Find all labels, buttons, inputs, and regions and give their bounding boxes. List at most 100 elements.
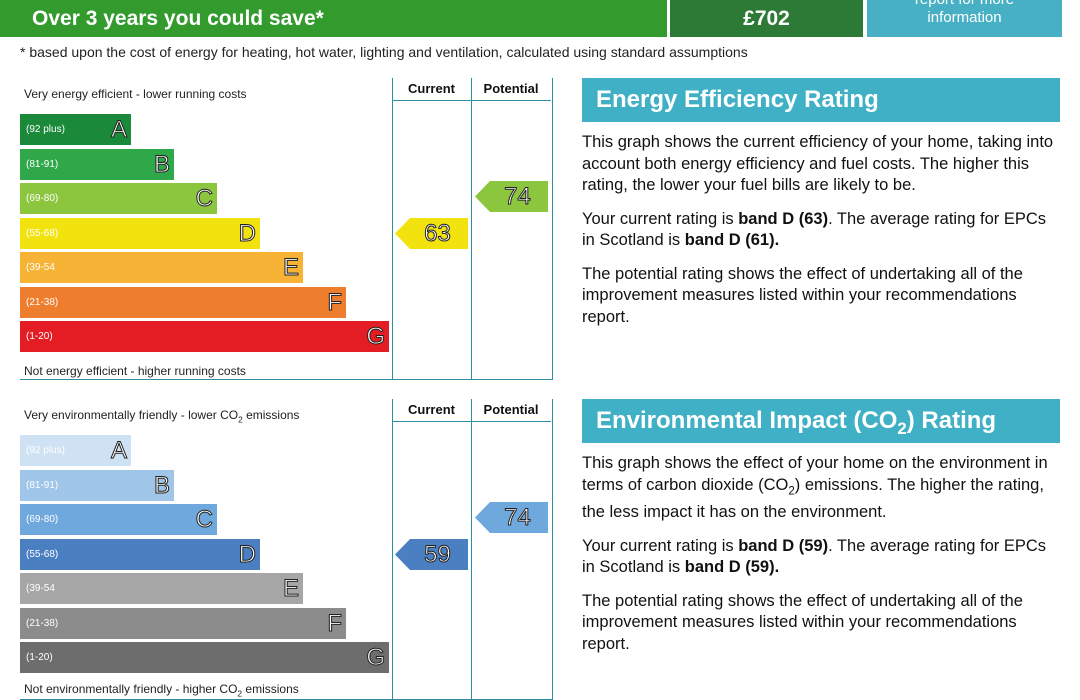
paragraph: The potential rating shows the effect of… xyxy=(582,591,1060,656)
text-segment: This graph shows the effect of your home… xyxy=(582,454,1048,494)
section-heading: Environmental Impact (CO2) Rating xyxy=(582,399,1060,443)
text-segment: 2 xyxy=(897,418,907,438)
text-segment: Environmental Impact (CO xyxy=(596,407,898,434)
text-segment: This graph shows the current efficiency … xyxy=(582,133,1054,194)
column-line xyxy=(471,399,472,699)
band-letter: A xyxy=(110,437,127,465)
column-line xyxy=(392,78,393,379)
rating-description: Energy Efficiency Rating This graph shows… xyxy=(582,78,1060,340)
text-segment: The potential rating shows the effect of… xyxy=(582,264,1023,326)
rating-band: (55-68) D xyxy=(20,538,260,570)
rating-band: (55-68) D xyxy=(20,217,260,249)
band-letter: G xyxy=(366,323,386,351)
text-segment: Your current rating is xyxy=(582,536,739,555)
text-segment: band D (61). xyxy=(684,231,780,249)
column-header: Current xyxy=(392,78,471,101)
text-segment: ) emissions. The higher the rating, the … xyxy=(582,475,1044,522)
column-line xyxy=(471,78,472,379)
column-header: Current xyxy=(392,399,471,422)
text-segment: band D (59) xyxy=(738,536,829,555)
more-info-box[interactable]: report for more information xyxy=(867,0,1062,37)
bottom-label: Not environmentally friendly - higher CO… xyxy=(24,682,299,698)
band-letter: B xyxy=(153,471,170,499)
description-body: This graph shows the current efficiency … xyxy=(582,122,1060,328)
top-label: Very environmentally friendly - lower CO… xyxy=(24,408,299,424)
paragraph: Your current rating is band D (59). The … xyxy=(582,536,1060,579)
band-range: (39-54 xyxy=(26,583,55,594)
rating-arrow xyxy=(395,538,468,570)
text-segment: emissions xyxy=(242,408,300,422)
rating-band: (69-80) C xyxy=(20,504,217,535)
rating-band: (21-38) F xyxy=(20,607,346,639)
band-letter: C xyxy=(195,506,213,534)
text-segment: The potential rating shows the effect of… xyxy=(582,591,1023,653)
column-header: Potential xyxy=(471,78,551,101)
text-segment: Very environmentally friendly - lower CO xyxy=(24,408,239,422)
arrow-shape xyxy=(475,502,548,533)
band-range: (92 plus) xyxy=(26,445,65,456)
rating-band: (69-80) C xyxy=(20,183,217,214)
text-segment: . The average rating for EPCs in Scotlan… xyxy=(582,536,1047,577)
band-letter: C xyxy=(195,185,213,213)
band-letter: A xyxy=(110,116,127,144)
band-range: (81-91) xyxy=(26,158,59,170)
text-segment: emissions xyxy=(242,681,299,696)
text-segment: 2 xyxy=(238,414,243,425)
section-heading: Energy Efficiency Rating xyxy=(582,78,1060,122)
rating-arrow xyxy=(395,217,468,249)
band-letter: F xyxy=(327,609,343,637)
text-segment: ) Rating xyxy=(906,407,997,434)
rating-value: 63 xyxy=(424,219,452,247)
arrow-shape xyxy=(475,181,548,212)
rating-band: (39-54 E xyxy=(20,252,303,283)
text-segment: Not energy efficient - higher running co… xyxy=(24,364,246,378)
top-label: Very energy efficient - lower running co… xyxy=(24,87,247,101)
band-range: (69-80) xyxy=(26,514,59,525)
rating-band: (1-20) G xyxy=(20,642,389,673)
rating-value: 59 xyxy=(424,540,452,568)
band-letter: B xyxy=(153,150,170,178)
band-range: (81-91) xyxy=(26,479,59,491)
paragraph: Your current rating is band D (63). The … xyxy=(582,209,1060,252)
rating-value: 74 xyxy=(504,504,532,532)
text-segment: Your current rating is xyxy=(582,209,739,228)
band-letter: D xyxy=(238,219,256,247)
paragraph: The potential rating shows the effect of… xyxy=(582,264,1060,329)
band-range: (55-68) xyxy=(26,548,59,560)
band-range: (21-38) xyxy=(26,617,59,629)
column-header: Potential xyxy=(471,399,551,422)
text-segment: band D (59). xyxy=(684,558,780,577)
band-letter: E xyxy=(282,254,299,282)
text-segment: Energy Efficiency Rating xyxy=(596,86,879,113)
text-segment: band D (63) xyxy=(738,209,829,228)
text-segment: 2 xyxy=(237,688,243,698)
savings-amount: £702 xyxy=(670,0,863,37)
rating-value: 74 xyxy=(504,183,532,211)
bottom-label: Not energy efficient - higher running co… xyxy=(24,364,246,378)
band-letter: G xyxy=(366,644,386,672)
savings-label: Over 3 years you could save* xyxy=(0,0,667,37)
band-range: (1-20) xyxy=(26,652,53,663)
text-segment: Very energy efficient - lower running co… xyxy=(24,87,247,101)
rating-arrow xyxy=(475,181,548,212)
band-range: (55-68) xyxy=(26,227,59,239)
rating-band: (1-20) G xyxy=(20,321,389,352)
band-letter: E xyxy=(282,575,299,603)
rating-graph: Current Potential Very energy efficient - … xyxy=(20,78,553,380)
band-range: (92 plus) xyxy=(26,124,65,135)
band-range: (39-54 xyxy=(26,262,55,273)
more-info-link[interactable]: report for more information xyxy=(915,0,1014,26)
paragraph: This graph shows the effect of your home… xyxy=(582,453,1060,524)
text-segment: . The average rating for EPCs in Scotlan… xyxy=(582,209,1047,250)
footnote: * based upon the cost of energy for heat… xyxy=(20,44,748,60)
band-letter: F xyxy=(327,288,343,316)
text-segment: Not environmentally friendly - higher CO xyxy=(24,681,238,696)
paragraph: This graph shows the current efficiency … xyxy=(582,132,1060,197)
rating-arrow xyxy=(475,502,548,533)
column-line xyxy=(392,399,393,699)
arrow-shape xyxy=(395,217,468,249)
arrow-shape xyxy=(395,538,468,570)
description-body: This graph shows the effect of your home… xyxy=(582,443,1060,655)
rating-band: (39-54 E xyxy=(20,573,303,604)
